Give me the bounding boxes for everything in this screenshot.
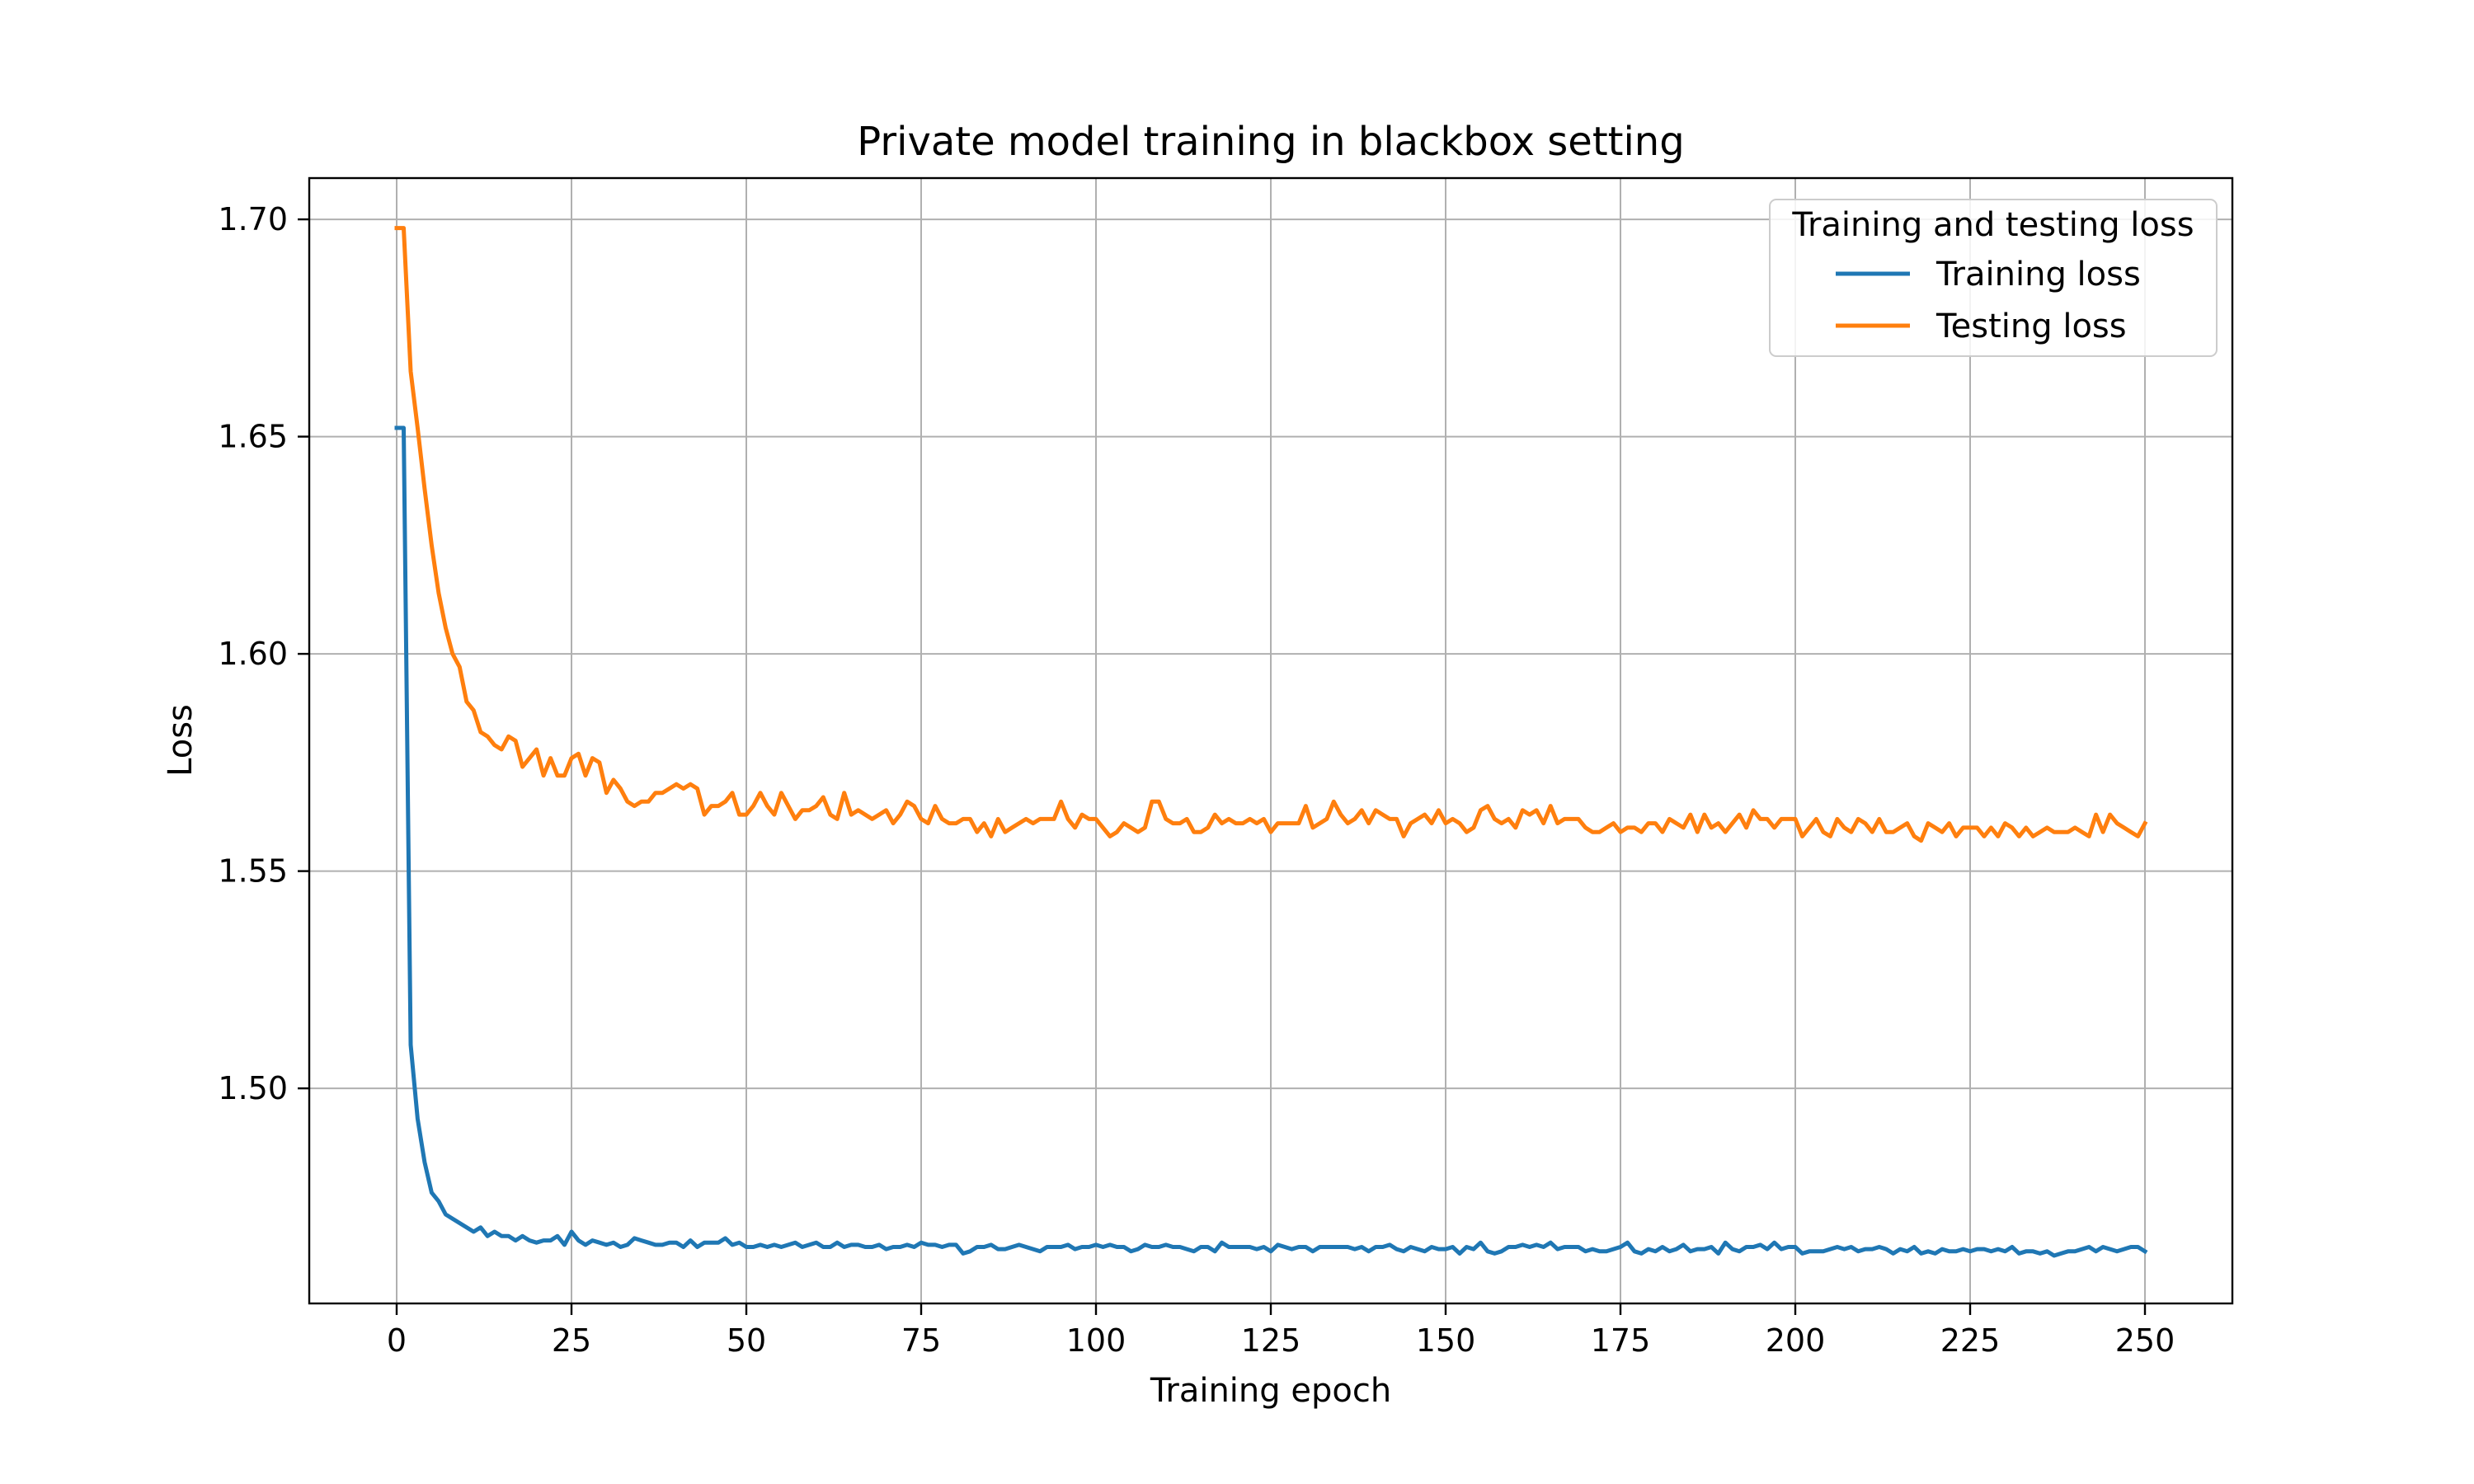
y-tick-label: 1.70 [218,201,288,237]
x-tick-label: 75 [901,1322,941,1359]
legend-label-testing-loss: Testing loss [1935,308,2127,345]
series-line-training-loss [394,425,2148,1258]
ticks: 0 25 50 75 100 125 150 175 200 225 250 1.50 1.55 1.60… [218,201,2175,1359]
x-tick-label: 100 [1066,1322,1126,1359]
x-tick-label: 25 [552,1322,591,1359]
y-tick-label: 1.60 [218,636,288,672]
x-tick-label: 50 [727,1322,766,1359]
legend-box [1769,199,2218,357]
y-tick-label: 1.50 [218,1070,288,1106]
x-tick-label: 125 [1241,1322,1301,1359]
x-tick-label: 250 [2115,1322,2175,1359]
series-line-testing-loss [394,226,2148,843]
legend-label-training-loss: Training loss [1935,256,2141,294]
x-axis-label: Training epoch [1150,1372,1391,1410]
chart-title: Private model training in blackbox setti… [857,119,1684,165]
legend-title: Training and testing loss [1791,206,2194,244]
x-tick-label: 225 [1940,1322,2001,1359]
series-layer [394,226,2148,1258]
y-tick-label: 1.65 [218,419,288,455]
y-axis-label: Loss [162,704,200,777]
y-tick-label: 1.55 [218,853,288,890]
x-tick-label: 200 [1766,1322,1826,1359]
legend: Training and testing loss Training loss … [1769,199,2218,357]
x-tick-label: 175 [1591,1322,1651,1359]
grid [309,178,2232,1303]
x-tick-label: 150 [1416,1322,1476,1359]
x-tick-label: 0 [387,1322,407,1359]
